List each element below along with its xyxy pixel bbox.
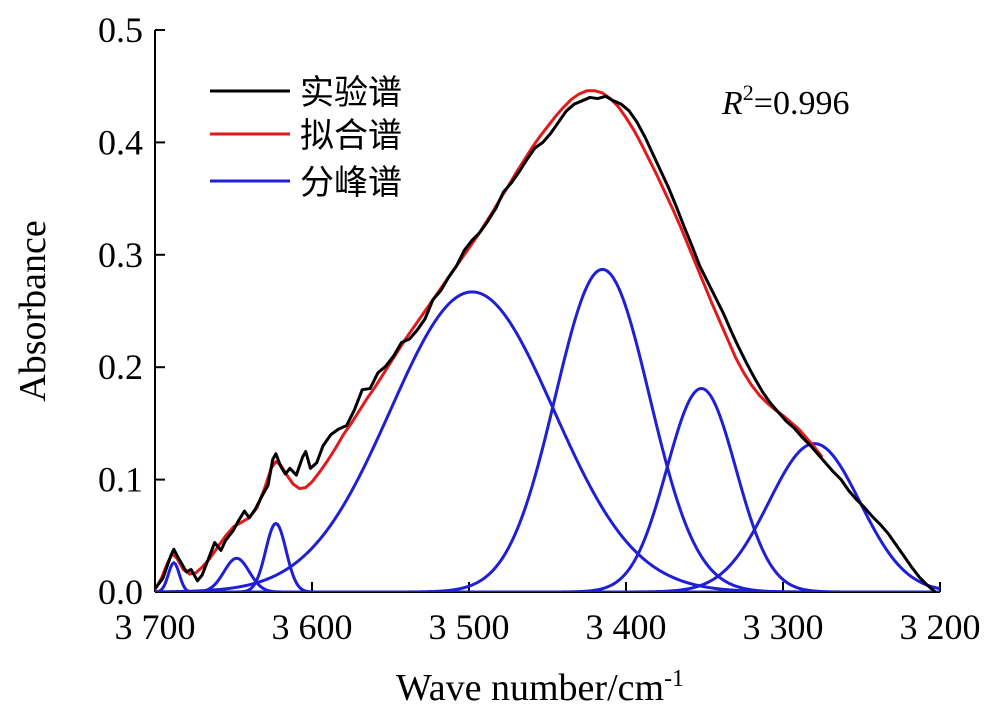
r-squared-value: =0.996	[754, 85, 850, 122]
x-axis-title-sup: -1	[664, 666, 684, 692]
x-axis-title-main: Wave number/cm	[396, 667, 664, 709]
peak-curve-6	[155, 387, 940, 592]
peak-curve-4	[155, 290, 940, 592]
y-tick-label: 0.2	[98, 347, 143, 387]
y-tick-label: 0.4	[98, 122, 143, 162]
x-tick-label: 3 300	[743, 607, 824, 647]
peak-curve-3	[155, 521, 940, 592]
tick-labels: 3 700 3 600 3 500 3 400 3 300 3 200 0.0 0.1 0.2 0…	[98, 10, 981, 647]
x-tick-label: 3 700	[115, 607, 196, 647]
y-tick-label: 0.0	[98, 572, 143, 612]
legend-label-fitted: 拟合谱	[300, 116, 402, 156]
y-tick-label: 0.1	[98, 460, 143, 500]
legend-label-experimental: 实验谱	[300, 73, 402, 113]
experimental-spectrum-line	[155, 94, 937, 592]
x-axis-title: Wave number/cm-1	[396, 666, 684, 709]
peak-curve-5	[155, 267, 940, 592]
r-squared-annotation: R2=0.996	[721, 80, 849, 122]
fitted-spectrum-line	[155, 89, 824, 591]
series-layer	[155, 89, 940, 592]
x-tick-label: 3 600	[272, 607, 353, 647]
x-tick-label: 3 400	[586, 607, 667, 647]
y-tick-label: 0.5	[98, 10, 143, 50]
legend-label-peaks: 分峰谱	[300, 163, 402, 203]
x-tick-label: 3 500	[429, 607, 510, 647]
x-tick-label: 3 200	[900, 607, 981, 647]
r-squared-sup: 2	[743, 80, 754, 105]
y-axis-title: Absorbance	[12, 220, 54, 401]
y-tick-label: 0.3	[98, 235, 143, 275]
r-squared-symbol: R	[721, 85, 743, 122]
legend: 实验谱 拟合谱 分峰谱	[210, 73, 402, 203]
